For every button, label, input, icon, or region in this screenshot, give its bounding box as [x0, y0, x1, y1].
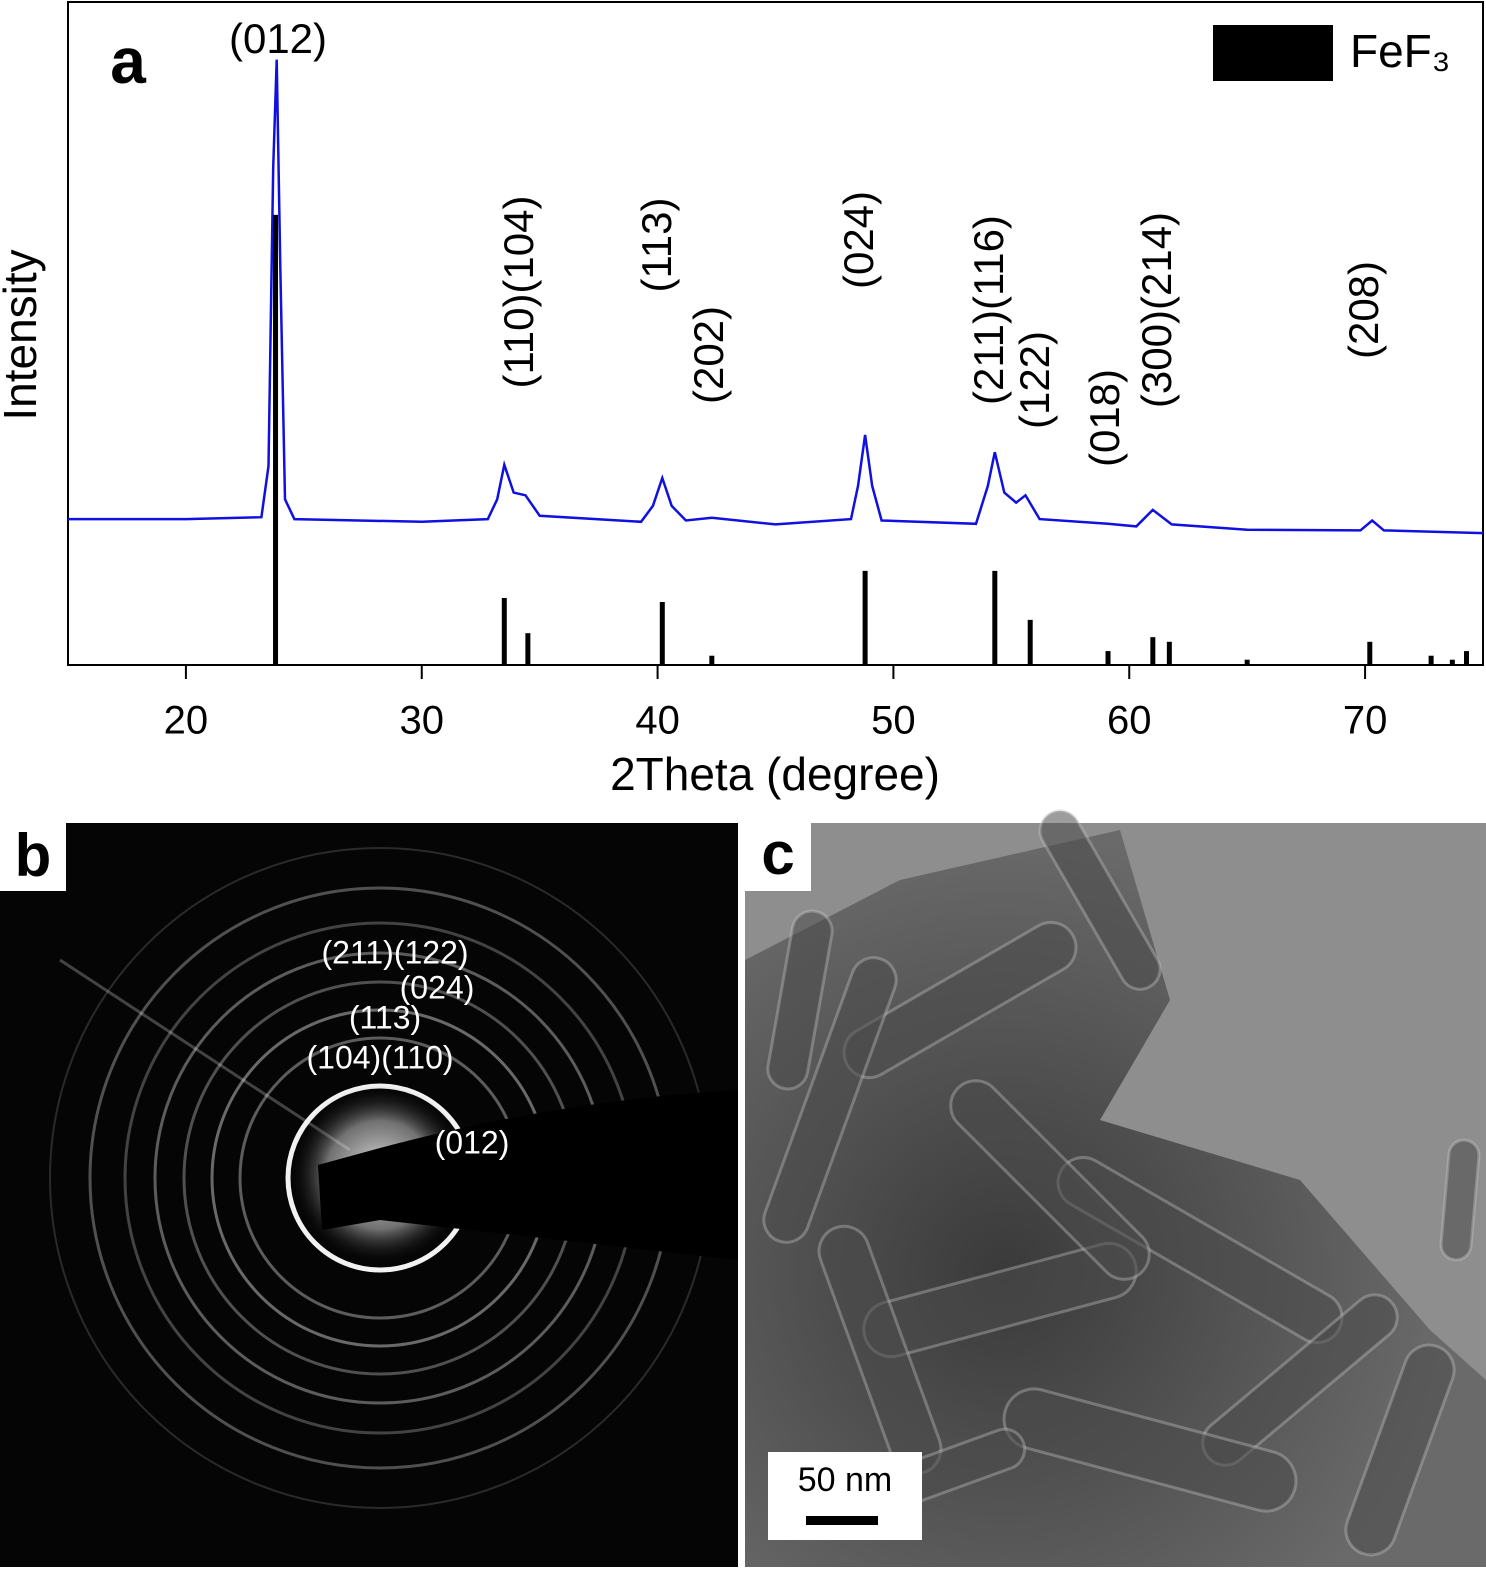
- peak-annotation: (012): [229, 15, 327, 62]
- peak-annotation: (208): [1340, 261, 1387, 359]
- peak-annotation: (024): [835, 191, 882, 289]
- x-tick-label: 70: [1343, 699, 1388, 743]
- peak-annotation: (113): [633, 198, 680, 293]
- peak-annotation: (018): [1081, 369, 1128, 467]
- panel-label: b: [15, 822, 52, 889]
- ring-label: (012): [435, 1124, 510, 1160]
- scale-bar: [806, 1516, 878, 1525]
- x-tick-label: 20: [164, 699, 209, 743]
- nanorod: [949, 1079, 1151, 1281]
- scale-bar-box: [768, 1452, 922, 1540]
- streak: [59, 958, 351, 1152]
- ring-label: (104)(110): [306, 1039, 453, 1075]
- panel-label-box: [0, 823, 66, 891]
- plot-frame: [67, 1, 1484, 666]
- peak-annotation: (110)(104): [495, 196, 542, 389]
- xrd-pattern: [68, 59, 1484, 535]
- x-tick-label: 30: [400, 699, 445, 743]
- x-tick-label: 60: [1107, 699, 1152, 743]
- x-axis-label: 2Theta (degree): [610, 748, 940, 800]
- peak-annotation: (211)(116): [965, 215, 1012, 405]
- legend-swatch: [1213, 25, 1333, 81]
- scale-bar-label: 50 nm: [798, 1461, 893, 1499]
- ring-label: (024): [400, 969, 475, 1005]
- y-axis-label: Intensity: [0, 249, 46, 420]
- x-tick-label: 50: [871, 699, 916, 743]
- nanorod: [1439, 1138, 1481, 1262]
- nanorod: [762, 956, 898, 1244]
- peak-annotation: (122): [1011, 331, 1058, 429]
- peak-annotation: (300)(214): [1133, 212, 1180, 408]
- legend-label: FeF₃: [1350, 25, 1451, 77]
- panel-label: c: [761, 820, 794, 887]
- panel-label: a: [110, 25, 146, 97]
- peak-annotation: (202): [685, 306, 732, 404]
- nanorods: [762, 809, 1481, 1557]
- x-tick-label: 40: [635, 699, 680, 743]
- nanorod: [766, 909, 834, 1091]
- nanorod: [1344, 1343, 1456, 1557]
- ring-label: (113): [349, 999, 421, 1035]
- nanorod: [1038, 809, 1162, 991]
- nanorod: [1002, 1387, 1298, 1513]
- panel-label-box: [745, 823, 811, 891]
- beam-stop: [318, 1090, 738, 1260]
- ring-label: (211)(122): [321, 934, 468, 970]
